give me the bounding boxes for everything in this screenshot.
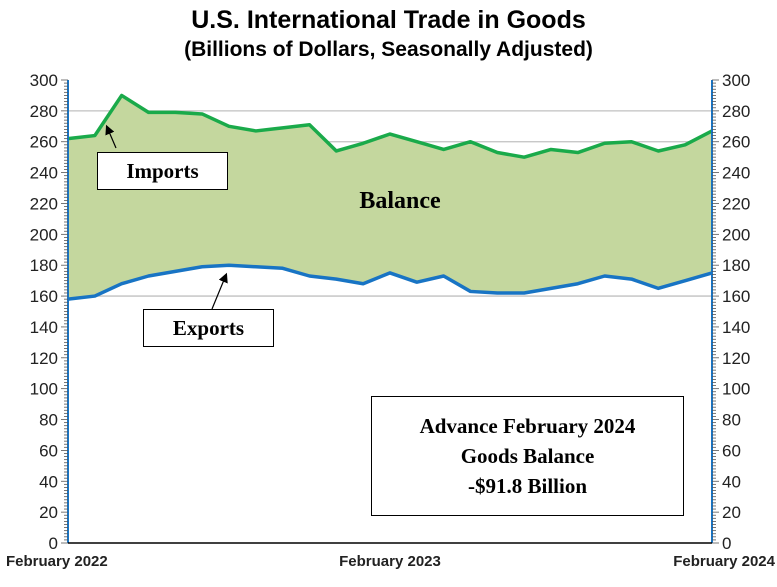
y-tick-label-left: 140 [30, 318, 58, 337]
balance-area [68, 95, 712, 300]
y-tick-label-left: 40 [39, 472, 58, 491]
exports-arrow [211, 272, 228, 310]
y-tick-label-left: 0 [49, 534, 58, 553]
y-tick-label-left: 220 [30, 194, 58, 213]
summary-box: Advance February 2024 Goods Balance -$91… [371, 396, 684, 516]
y-tick-label-left: 100 [30, 380, 58, 399]
y-tick-label-right: 100 [722, 380, 750, 399]
y-tick-label-left: 240 [30, 164, 58, 183]
y-tick-label-right: 120 [722, 349, 750, 368]
balance-label: Balance [359, 188, 441, 214]
chart-subtitle: (Billions of Dollars, Seasonally Adjuste… [184, 38, 593, 61]
y-tick-label-right: 200 [722, 225, 750, 244]
y-tick-label-left: 260 [30, 133, 58, 152]
y-tick-label-left: 280 [30, 102, 58, 121]
y-tick-label-right: 140 [722, 318, 750, 337]
imports-label-box: Imports [97, 152, 228, 190]
y-tick-label-right: 160 [722, 287, 750, 306]
exports-label-box: Exports [143, 309, 274, 347]
y-tick-label-right: 240 [722, 164, 750, 183]
y-tick-label-left: 200 [30, 225, 58, 244]
chart-title: U.S. International Trade in Goods [191, 6, 586, 34]
y-tick-label-right: 260 [722, 133, 750, 152]
y-tick-label-left: 20 [39, 503, 58, 522]
y-tick-label-left: 160 [30, 287, 58, 306]
y-tick-label-right: 300 [722, 71, 750, 90]
y-tick-label-right: 280 [722, 102, 750, 121]
x-tick-label: February 2024 [673, 553, 775, 570]
summary-line-3: -$91.8 Billion [467, 474, 588, 498]
y-tick-label-right: 80 [722, 411, 741, 430]
y-tick-label-left: 180 [30, 256, 58, 275]
y-tick-label-right: 0 [722, 534, 731, 553]
y-tick-label-right: 60 [722, 441, 741, 460]
y-tick-label-left: 120 [30, 349, 58, 368]
summary-line-2: Goods Balance [460, 444, 595, 468]
imports-arrow [105, 124, 117, 149]
y-tick-label-left: 60 [39, 441, 58, 460]
y-tick-label-right: 40 [722, 472, 741, 491]
y-tick-label-right: 20 [722, 503, 741, 522]
y-tick-label-right: 220 [722, 194, 750, 213]
y-tick-label-right: 180 [722, 256, 750, 275]
x-tick-label: February 2022 [6, 553, 108, 570]
x-tick-label: February 2023 [339, 553, 441, 570]
y-tick-label-left: 300 [30, 71, 58, 90]
summary-line-1: Advance February 2024 [419, 414, 636, 438]
y-tick-label-left: 80 [39, 411, 58, 430]
